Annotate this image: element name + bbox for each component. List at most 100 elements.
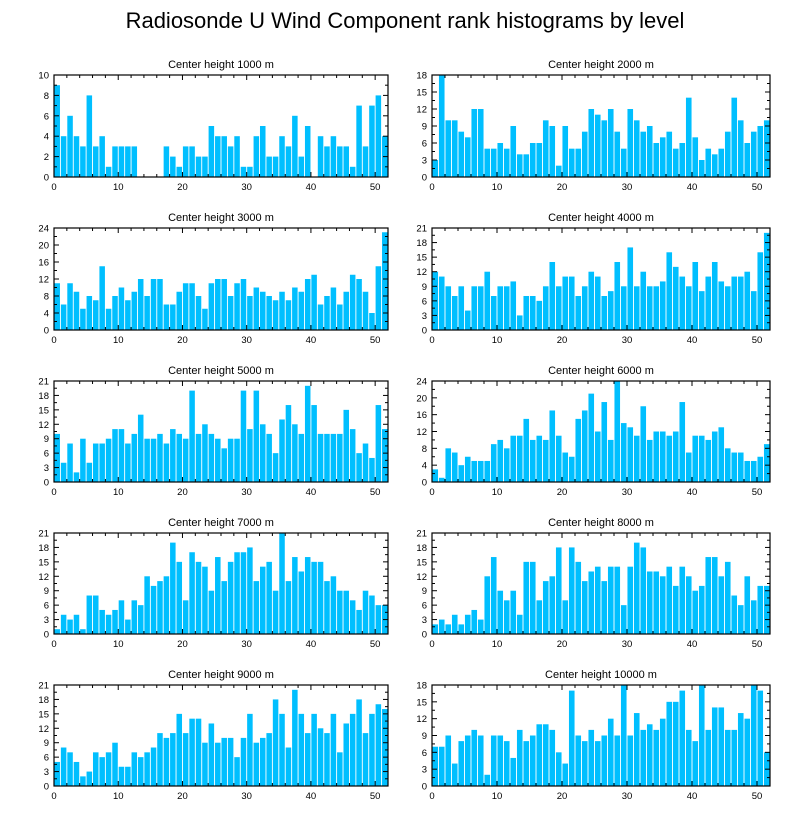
histogram-bar xyxy=(92,752,99,786)
histogram-bar xyxy=(529,439,536,482)
histogram-bar xyxy=(163,576,170,634)
histogram-bar xyxy=(234,438,240,482)
histogram-bar xyxy=(659,718,666,786)
histogram-bar xyxy=(627,109,634,177)
histogram-bar xyxy=(349,274,356,330)
histogram-bar xyxy=(118,287,125,330)
histogram-bar xyxy=(272,156,279,177)
histogram-bar xyxy=(646,439,653,482)
histogram-bar xyxy=(54,433,60,482)
histogram-bar xyxy=(692,137,699,177)
histogram-bar xyxy=(588,109,595,177)
histogram-bar xyxy=(170,542,176,634)
histogram-bar xyxy=(711,154,718,177)
x-tick-label: 30 xyxy=(622,335,633,346)
x-tick-label: 20 xyxy=(177,487,188,498)
histogram-bar xyxy=(575,296,582,330)
panel-title: Center height 6000 m xyxy=(548,365,654,377)
y-tick-label: 0 xyxy=(422,478,427,489)
x-tick-label: 0 xyxy=(51,487,56,498)
histogram-bar xyxy=(471,460,478,482)
histogram-bar xyxy=(67,115,73,177)
y-tick-label: 15 xyxy=(416,253,427,264)
histogram-bar xyxy=(176,291,183,330)
histogram-bar xyxy=(272,453,279,482)
histogram-bar xyxy=(176,713,183,786)
histogram-bar xyxy=(679,276,686,330)
histogram-bar xyxy=(562,763,569,786)
histogram-bar xyxy=(317,728,324,786)
histogram-bar xyxy=(503,448,510,482)
histogram-panel: Center height 1000 m 0 2 4 6 8 10 0 10 20 30 40 50 xyxy=(38,59,389,193)
histogram-bar xyxy=(202,156,208,177)
histogram-bar xyxy=(705,557,712,634)
histogram-bar xyxy=(601,402,608,482)
y-tick-label: 9 xyxy=(422,282,427,293)
histogram-bar xyxy=(451,763,458,786)
y-tick-label: 0 xyxy=(44,478,49,489)
histogram-bar xyxy=(705,276,712,330)
histogram-bar xyxy=(215,438,221,482)
x-tick-label: 30 xyxy=(241,487,252,498)
histogram-bar xyxy=(464,137,471,177)
histogram-bar xyxy=(490,557,497,634)
histogram-bar xyxy=(549,576,556,634)
histogram-bar xyxy=(555,286,562,330)
histogram-bar xyxy=(67,443,73,482)
histogram-bar xyxy=(266,296,272,330)
histogram-bar xyxy=(343,409,350,482)
histogram-bar xyxy=(672,585,679,634)
histogram-bar xyxy=(542,439,549,482)
histogram-bar xyxy=(112,146,118,177)
histogram-bar xyxy=(221,448,227,482)
histogram-bar xyxy=(484,460,491,482)
histogram-bar xyxy=(666,131,673,177)
histogram-bar xyxy=(731,729,738,786)
histogram-bar xyxy=(464,456,471,482)
histogram-bar xyxy=(349,713,356,786)
histogram-bar xyxy=(692,435,699,482)
y-tick-label: 6 xyxy=(422,139,427,150)
histogram-bar xyxy=(337,304,343,330)
histogram-bar xyxy=(279,533,285,634)
x-tick-label: 50 xyxy=(370,791,381,802)
histogram-bar xyxy=(536,724,543,786)
histogram-bar xyxy=(523,418,530,483)
histogram-bar xyxy=(692,741,699,786)
histogram-bar xyxy=(698,160,705,177)
histogram-bar xyxy=(653,143,660,177)
histogram-bar xyxy=(445,735,452,786)
histogram-bar xyxy=(375,266,382,330)
histogram-bar xyxy=(285,300,292,330)
y-tick-label: 21 xyxy=(38,529,49,540)
histogram-bar xyxy=(711,431,718,482)
histogram-bar xyxy=(208,723,215,786)
x-tick-label: 20 xyxy=(557,487,568,498)
histogram-bar xyxy=(438,75,445,177)
histogram-bar xyxy=(614,262,621,330)
histogram-bar xyxy=(369,457,375,482)
histogram-bar xyxy=(620,148,627,177)
histogram-bar xyxy=(337,752,343,786)
histogram-bar xyxy=(594,431,601,482)
histogram-bar xyxy=(763,232,770,330)
histogram-bar xyxy=(144,752,150,786)
histogram-bar xyxy=(601,296,608,330)
histogram-bar xyxy=(369,105,375,177)
histogram-bar xyxy=(221,279,227,330)
histogram-bar xyxy=(529,735,536,786)
y-tick-label: 20 xyxy=(38,241,49,252)
histogram-bar xyxy=(666,435,673,482)
histogram-bar xyxy=(292,424,298,482)
histogram-bar xyxy=(170,156,176,177)
histogram-bar xyxy=(375,95,382,177)
histogram-bar xyxy=(125,443,131,482)
y-tick-label: 6 xyxy=(422,748,427,759)
histogram-bar xyxy=(607,566,614,634)
histogram-bar xyxy=(484,576,491,634)
histogram-bar xyxy=(510,757,517,786)
x-tick-label: 20 xyxy=(557,182,568,193)
histogram-bar xyxy=(73,761,80,786)
histogram-bar xyxy=(445,120,452,177)
histogram-bar xyxy=(659,431,666,482)
